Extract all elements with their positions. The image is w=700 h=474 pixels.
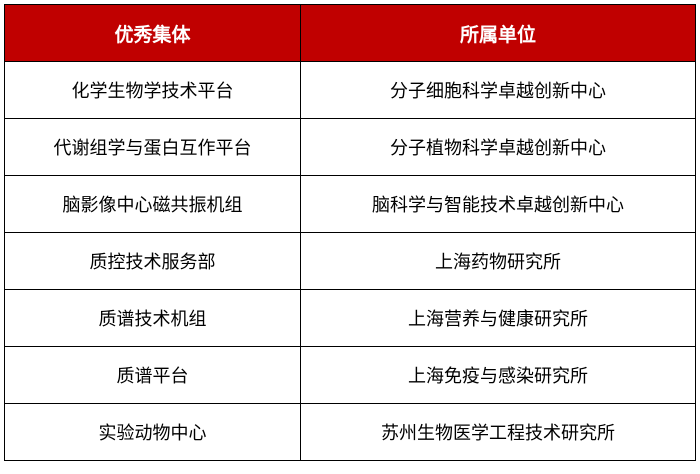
unit-cell: 分子植物科学卓越创新中心 — [300, 118, 696, 176]
collective-cell: 质控技术服务部 — [4, 232, 301, 290]
header-unit: 所属单位 — [300, 4, 696, 62]
unit-cell: 脑科学与智能技术卓越创新中心 — [300, 175, 696, 233]
table-row: 质谱技术机组 上海营养与健康研究所 — [4, 289, 696, 347]
table-row: 代谢组学与蛋白互作平台 分子植物科学卓越创新中心 — [4, 118, 696, 176]
unit-cell: 上海营养与健康研究所 — [300, 289, 696, 347]
table-row: 脑影像中心磁共振机组 脑科学与智能技术卓越创新中心 — [4, 175, 696, 233]
collective-cell: 代谢组学与蛋白互作平台 — [4, 118, 301, 176]
unit-cell: 上海药物研究所 — [300, 232, 696, 290]
table-row: 化学生物学技术平台 分子细胞科学卓越创新中心 — [4, 61, 696, 119]
table-row: 质控技术服务部 上海药物研究所 — [4, 232, 696, 290]
collective-cell: 脑影像中心磁共振机组 — [4, 175, 301, 233]
table-row: 实验动物中心 苏州生物医学工程技术研究所 — [4, 403, 696, 461]
table-row: 质谱平台 上海免疫与感染研究所 — [4, 346, 696, 404]
collective-cell: 质谱技术机组 — [4, 289, 301, 347]
header-row: 优秀集体 所属单位 — [4, 4, 696, 62]
collective-cell: 质谱平台 — [4, 346, 301, 404]
unit-cell: 分子细胞科学卓越创新中心 — [300, 61, 696, 119]
header-collective: 优秀集体 — [4, 4, 301, 62]
collective-cell: 实验动物中心 — [4, 403, 301, 461]
collective-table: 优秀集体 所属单位 化学生物学技术平台 分子细胞科学卓越创新中心 代谢组学与蛋白互作… — [4, 4, 696, 461]
collective-cell: 化学生物学技术平台 — [4, 61, 301, 119]
unit-cell: 上海免疫与感染研究所 — [300, 346, 696, 404]
unit-cell: 苏州生物医学工程技术研究所 — [300, 403, 696, 461]
